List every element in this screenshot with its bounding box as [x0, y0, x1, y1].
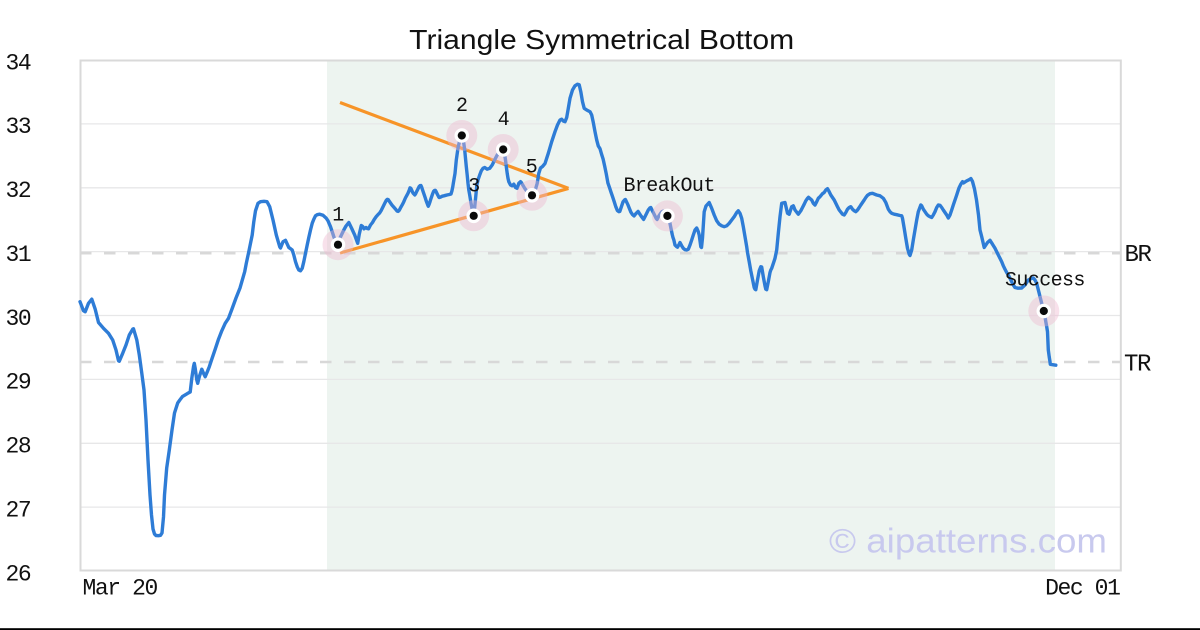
- svg-text:29: 29: [5, 370, 30, 396]
- svg-text:BR: BR: [1125, 242, 1152, 269]
- svg-text:Mar 20: Mar 20: [83, 576, 158, 602]
- svg-text:34: 34: [5, 50, 30, 76]
- svg-text:28: 28: [5, 434, 30, 460]
- svg-text:Success: Success: [1005, 270, 1085, 293]
- svg-text:27: 27: [5, 497, 30, 523]
- svg-text:4: 4: [498, 109, 509, 132]
- svg-text:30: 30: [5, 306, 30, 332]
- svg-text:5: 5: [526, 157, 537, 180]
- svg-text:26: 26: [5, 561, 30, 587]
- svg-text:3: 3: [468, 176, 479, 199]
- svg-text:1: 1: [332, 205, 344, 228]
- svg-text:TR: TR: [1124, 351, 1151, 378]
- svg-text:Dec 01: Dec 01: [1045, 576, 1120, 602]
- svg-text:31: 31: [5, 242, 30, 268]
- svg-text:BreakOut: BreakOut: [624, 175, 715, 198]
- svg-text:33: 33: [5, 114, 30, 140]
- svg-text:Triangle Symmetrical Bottom: Triangle Symmetrical Bottom: [409, 24, 794, 55]
- svg-text:© aipatterns.com: © aipatterns.com: [829, 523, 1107, 561]
- svg-text:32: 32: [5, 178, 30, 204]
- svg-text:2: 2: [456, 95, 467, 118]
